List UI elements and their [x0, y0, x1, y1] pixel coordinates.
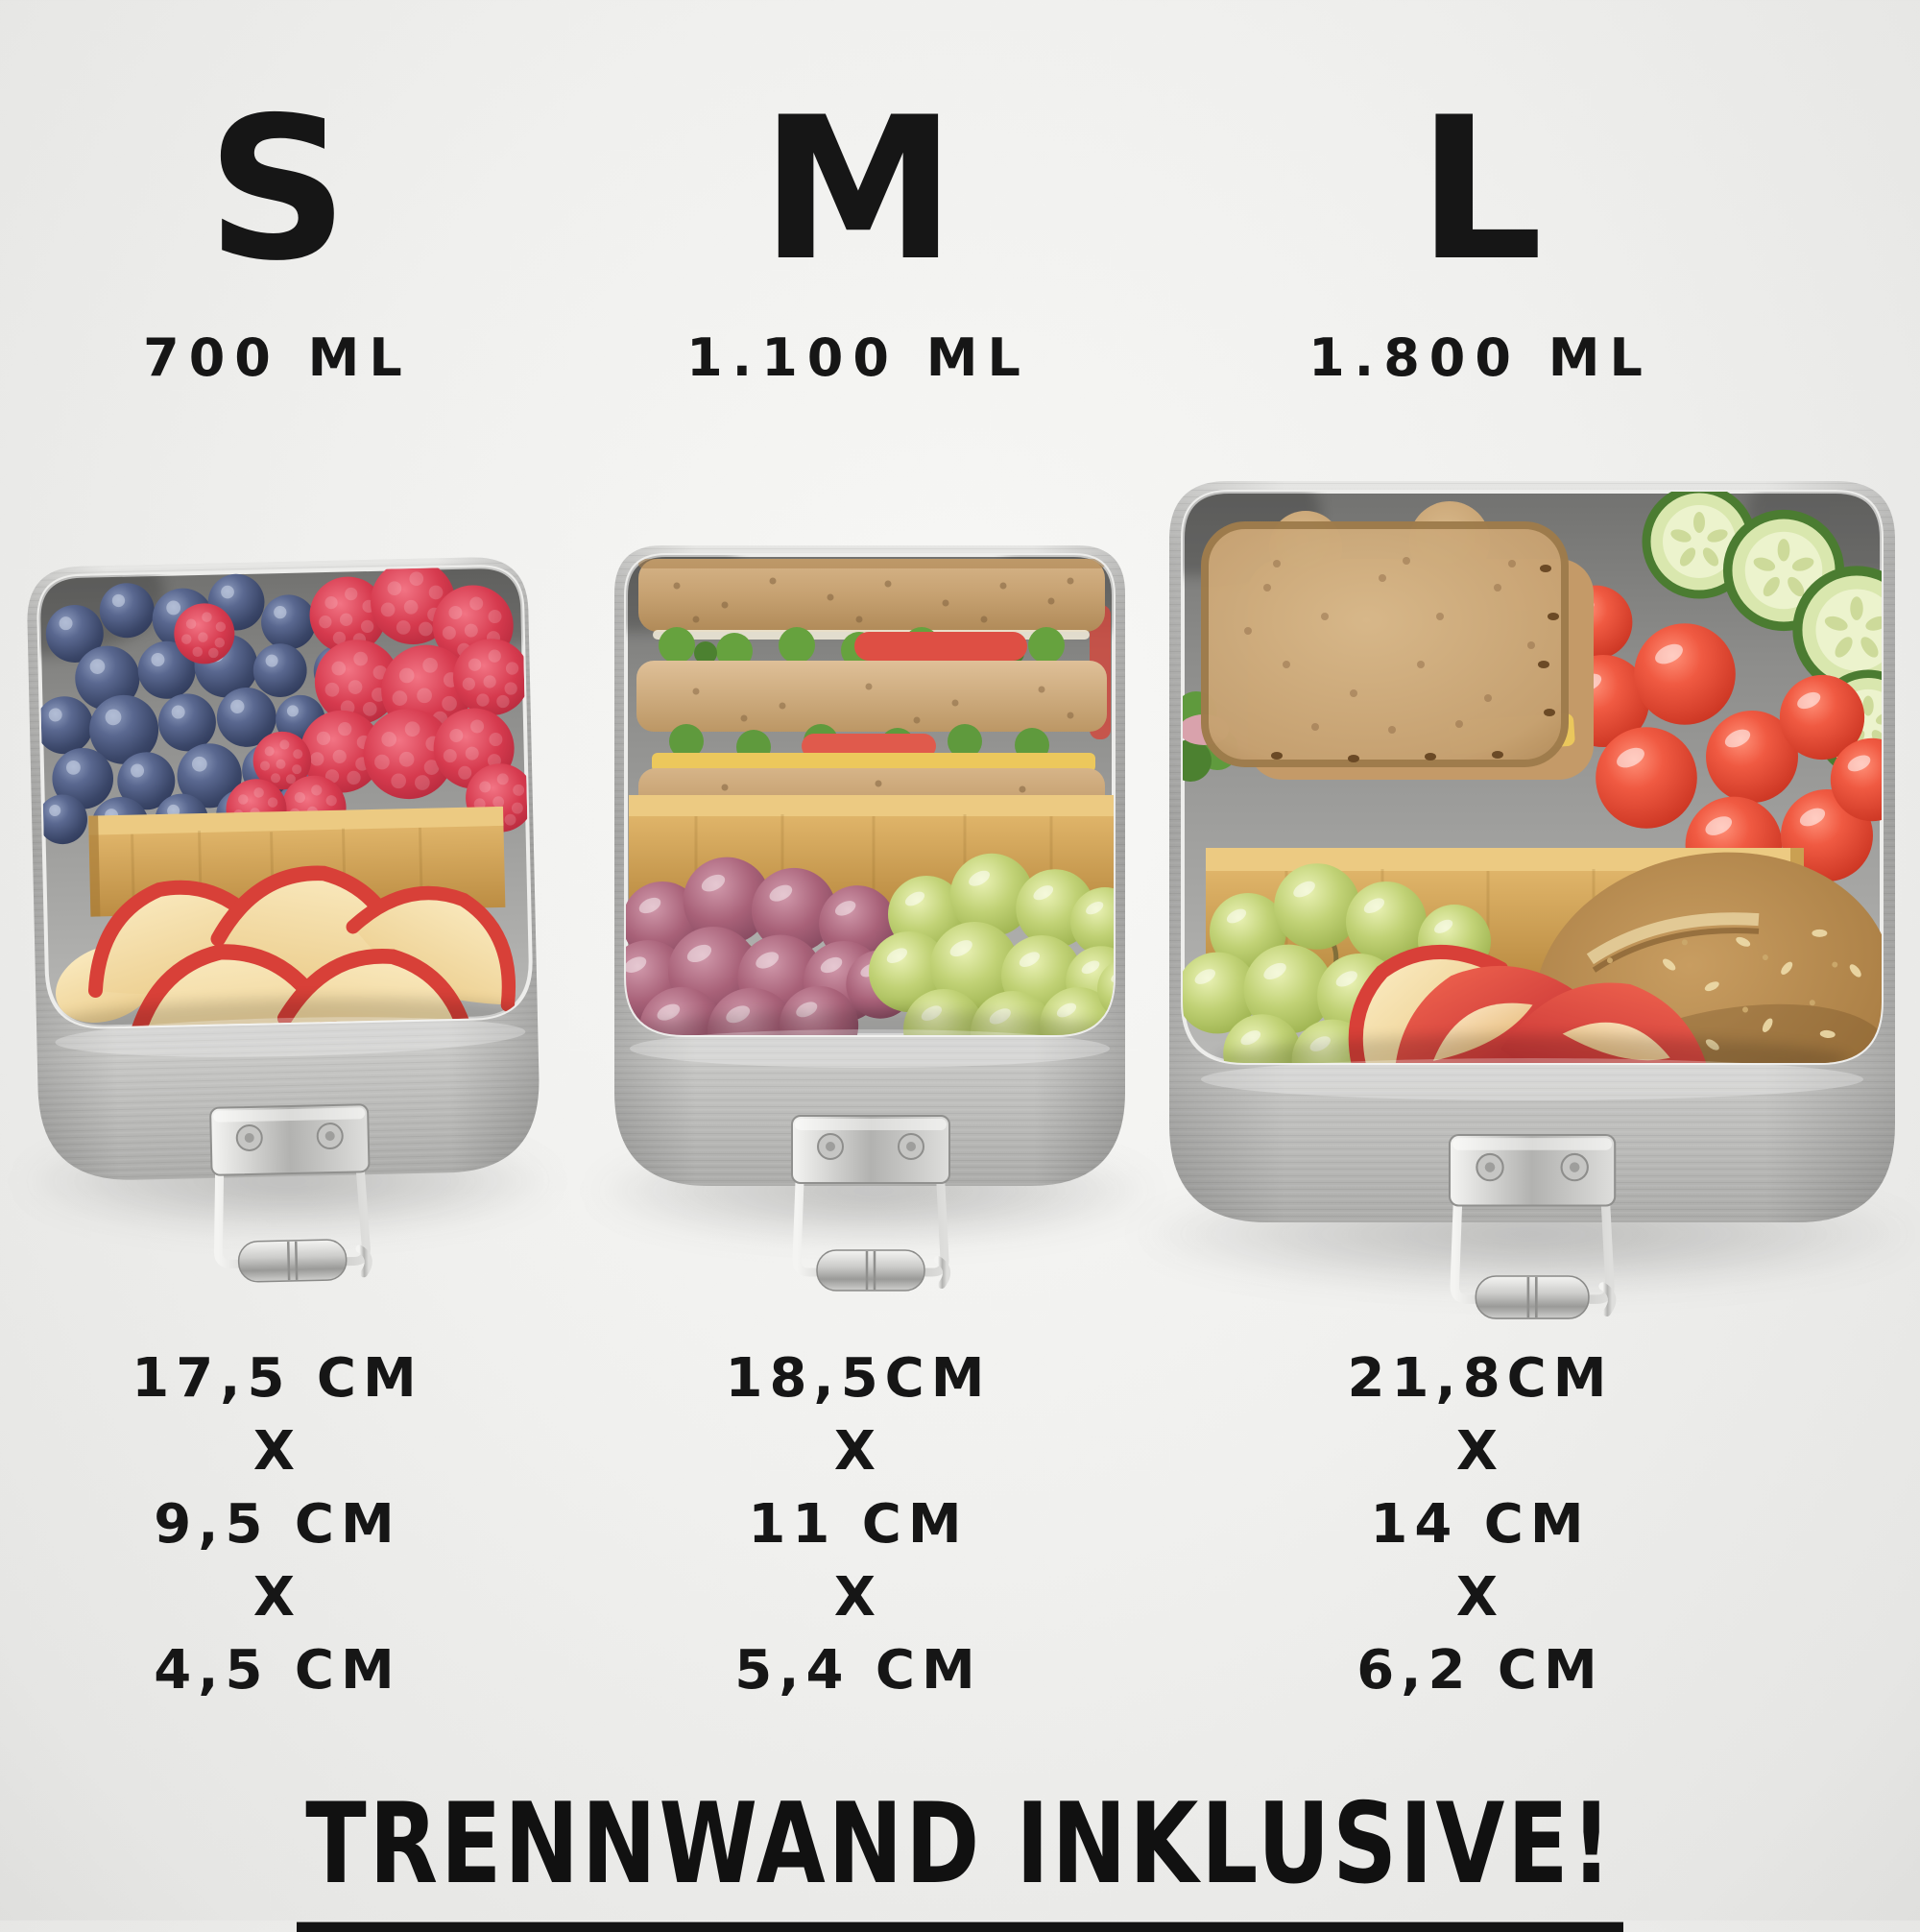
footer-text: TRENNWAND INKLUSIVE!	[297, 1778, 1623, 1932]
steel-clasp-l	[1450, 1135, 1615, 1318]
dimension-line: 18,5CM	[725, 1347, 992, 1410]
lunchbox-l	[1169, 481, 1895, 1385]
size-label-l: L	[1417, 76, 1544, 304]
dimension-line: 9,5 CM	[154, 1493, 401, 1556]
apple-slices-s	[56, 852, 544, 1090]
bread-slice-l	[1183, 501, 1594, 782]
dimension-line: 21,8CM	[1347, 1347, 1614, 1410]
grapes-red-m	[626, 857, 915, 1035]
size-label-s: S	[206, 76, 348, 304]
dimensions-m: 18,5CM X 11 CM X 5,4 CM	[628, 1342, 1089, 1707]
column-header-s: S 700 ML	[76, 0, 479, 389]
dimensions-s: 17,5 CM X 9,5 CM X 4,5 CM	[47, 1342, 508, 1707]
lunchbox-m	[614, 545, 1125, 1325]
size-label-m: M	[760, 76, 956, 304]
dimension-line: 4,5 CM	[154, 1639, 401, 1702]
dimension-separator: X	[833, 1566, 883, 1629]
dimension-line: 6,2 CM	[1356, 1639, 1604, 1702]
dimension-separator: X	[1455, 1420, 1505, 1483]
dimension-line: 14 CM	[1370, 1493, 1591, 1556]
footer-banner: TRENNWAND INKLUSIVE!	[0, 1778, 1920, 1932]
capacity-l: 1.800 ML	[1308, 327, 1652, 388]
column-header-m: M 1.100 ML	[657, 0, 1060, 389]
lunchbox-s	[27, 557, 544, 1321]
steel-clasp-m	[792, 1116, 949, 1291]
dimension-line: 5,4 CM	[734, 1639, 982, 1702]
dimension-separator: X	[252, 1420, 302, 1483]
dimension-separator: X	[833, 1420, 883, 1483]
column-header-l: L 1.800 ML	[1279, 0, 1682, 389]
grapes-green-l	[1183, 863, 1524, 1063]
capacity-s: 700 ML	[143, 327, 412, 388]
capacity-m: 1.100 ML	[686, 327, 1030, 388]
dimensions-l: 21,8CM X 14 CM X 6,2 CM	[1250, 1342, 1711, 1707]
dimension-separator: X	[1455, 1566, 1505, 1629]
steel-clasp-s	[210, 1104, 372, 1283]
dimension-separator: X	[252, 1566, 302, 1629]
dimension-line: 11 CM	[748, 1493, 969, 1556]
dimension-line: 17,5 CM	[132, 1347, 423, 1410]
